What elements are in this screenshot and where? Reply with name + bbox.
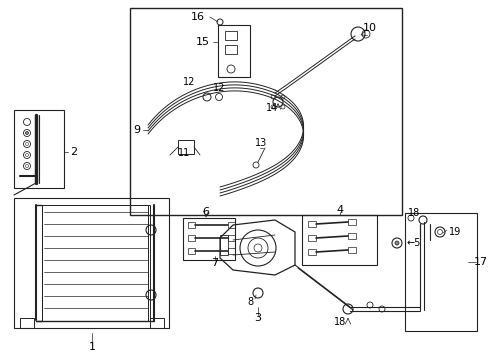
Bar (307, 249, 315, 255)
Bar (347, 233, 355, 239)
Text: 12: 12 (182, 77, 195, 87)
Text: 15: 15 (196, 37, 209, 47)
Text: 13: 13 (254, 138, 267, 148)
Text: 11: 11 (178, 148, 190, 158)
Bar (220, 235, 227, 255)
Text: 14: 14 (265, 103, 278, 113)
Bar (227, 248, 235, 254)
Text: 16: 16 (191, 12, 204, 22)
Bar (307, 235, 315, 241)
Text: 12: 12 (213, 83, 225, 93)
Bar (14, 110, 64, 188)
Text: 3: 3 (254, 313, 261, 323)
Bar (14, 198, 169, 328)
Bar (347, 219, 355, 225)
Bar (178, 140, 194, 154)
Text: 17: 17 (473, 257, 487, 267)
Text: ←5: ←5 (406, 238, 421, 248)
Bar (183, 218, 235, 260)
Text: 18: 18 (333, 317, 346, 327)
Text: 7: 7 (211, 258, 218, 268)
Bar (302, 215, 376, 265)
Text: 10: 10 (362, 23, 376, 33)
Bar (227, 222, 235, 228)
Bar (130, 8, 401, 215)
Bar (347, 247, 355, 253)
Bar (187, 235, 195, 241)
Bar (227, 235, 235, 241)
Bar (224, 45, 237, 54)
Circle shape (25, 131, 28, 135)
Text: 8: 8 (246, 297, 253, 307)
Text: 6: 6 (202, 207, 209, 217)
Text: 4: 4 (336, 205, 343, 215)
Circle shape (394, 241, 398, 245)
Bar (224, 31, 237, 40)
Bar (404, 213, 476, 331)
Bar (42, 205, 150, 321)
Text: 1: 1 (88, 342, 95, 352)
Text: 18: 18 (407, 208, 419, 218)
Bar (187, 222, 195, 228)
Bar (187, 248, 195, 254)
Text: 2: 2 (70, 147, 78, 157)
Bar (150, 318, 163, 328)
Bar (20, 318, 34, 328)
Text: 9: 9 (133, 125, 140, 135)
Bar (218, 25, 249, 77)
Text: 19: 19 (448, 227, 460, 237)
Bar (307, 221, 315, 227)
